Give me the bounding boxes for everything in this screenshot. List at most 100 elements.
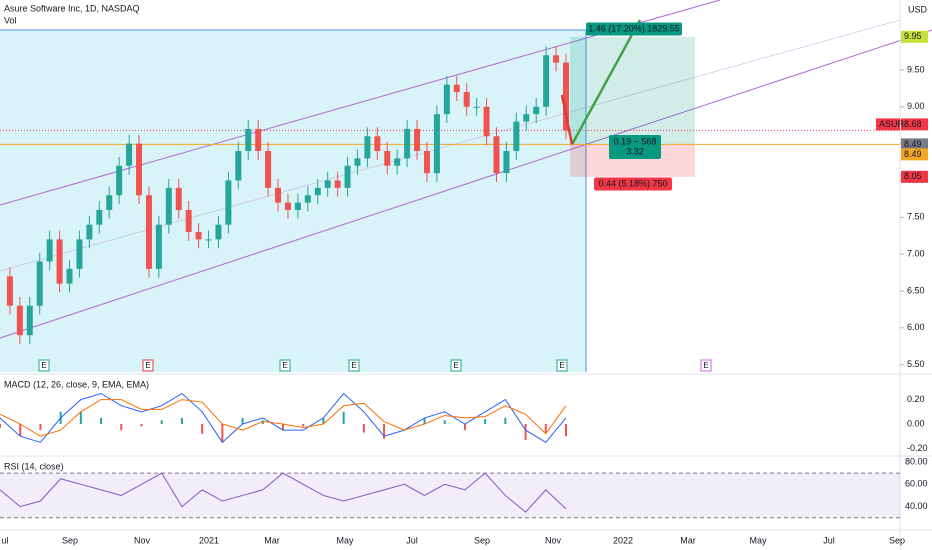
range-highlight: [0, 30, 586, 372]
macd-histogram: [221, 424, 224, 443]
macd-histogram: [0, 424, 1, 428]
earnings-box: [142, 359, 154, 372]
price-label: 8.49: [904, 149, 922, 159]
earnings-marker: E: [145, 361, 150, 370]
y-tick-label: 9.50: [907, 64, 925, 74]
price-label-bg: [901, 148, 928, 161]
macd-histogram: [160, 420, 163, 425]
candle-body: [533, 106, 540, 115]
candle-body: [414, 128, 421, 152]
macd-histogram: [524, 424, 527, 440]
time-label: Nov: [545, 535, 562, 545]
candle-body: [563, 62, 569, 131]
candle-body: [215, 224, 222, 240]
candle-body: [205, 239, 212, 241]
candle-body: [155, 224, 162, 269]
time-label: Nov: [134, 535, 151, 545]
time-label: Mar: [264, 535, 280, 545]
target-label-bg: [586, 22, 682, 36]
price-label-bg: [901, 118, 928, 131]
currency: USD: [908, 4, 928, 14]
candle-body: [394, 158, 401, 166]
earnings-marker: E: [453, 361, 458, 370]
candle-body: [314, 187, 321, 196]
candle-body: [265, 151, 272, 188]
price-label: 9.95: [904, 31, 922, 41]
candle-body: [106, 195, 113, 210]
macd-histogram: [443, 420, 446, 425]
macd-histogram: [140, 424, 143, 427]
y-tick-label: 6.00: [907, 322, 925, 332]
earnings-box: [279, 359, 291, 372]
candle-body: [294, 202, 301, 210]
macd-title: MACD (12, 26, close, 9, EMA, EMA): [4, 379, 149, 389]
macd-histogram: [565, 424, 567, 437]
ratio-bg: [609, 135, 661, 159]
candle-body: [245, 128, 252, 152]
macd-histogram: [39, 424, 42, 431]
candle-body: [76, 239, 83, 269]
time-label: Sep: [474, 535, 490, 545]
price-label: 8.68: [904, 119, 922, 129]
target-zone: [570, 36, 695, 145]
macd-histogram: [100, 417, 103, 425]
macd-histogram: [544, 424, 547, 433]
macd-histogram: [362, 424, 365, 433]
volume-label: Vol: [4, 15, 17, 25]
macd-tick-label: 0.00: [907, 418, 925, 428]
rsi-tick-label: 40.00: [905, 501, 928, 511]
candle-body: [235, 151, 242, 181]
price-label: 8.05: [904, 171, 922, 181]
time-label: Mar: [680, 535, 696, 545]
candle-body: [145, 195, 152, 269]
arrow-target: [570, 19, 642, 145]
earnings-box: [700, 359, 712, 372]
candle-body: [195, 232, 202, 240]
rsi-tick-label: 60.00: [905, 479, 928, 489]
ratio-value: 3.32: [626, 146, 644, 156]
candle-body: [66, 268, 73, 284]
macd-histogram: [302, 424, 305, 427]
chart-title: Asure Software Inc, 1D, NASDAQ: [4, 3, 140, 13]
candle-body: [225, 180, 232, 225]
stop-label-bg: [594, 177, 672, 191]
candle-body: [513, 121, 520, 152]
candle-body: [86, 224, 93, 240]
macd-histogram: [79, 411, 82, 425]
symbol-label: ASUR: [879, 119, 905, 129]
candle-body: [543, 55, 550, 107]
earnings-marker: E: [703, 361, 708, 370]
candle-body: [493, 136, 500, 174]
candle-body: [483, 106, 490, 137]
candle-body: [443, 84, 450, 115]
ratio-label: 0.19 ~ 568: [614, 136, 657, 146]
macd-histogram: [120, 424, 123, 431]
earnings-box: [348, 359, 360, 372]
candle-body: [26, 305, 33, 336]
macd-histogram: [342, 411, 345, 425]
earnings-box: [556, 359, 568, 372]
rsi-title: RSI (14, close): [4, 461, 64, 471]
candle-body: [334, 180, 341, 188]
y-tick-label: 7.50: [907, 212, 925, 222]
macd-histogram: [383, 424, 386, 439]
price-label-bg: [901, 138, 928, 151]
price-label-bg: [901, 30, 928, 43]
candle-body: [433, 114, 440, 174]
macd-histogram: [463, 424, 466, 431]
earnings-box: [38, 359, 50, 372]
macd-histogram: [241, 417, 244, 425]
candle-body: [165, 187, 172, 225]
channel-lower: [0, 29, 932, 339]
candle-body: [453, 84, 460, 93]
candle-body: [374, 136, 381, 152]
candle-body: [304, 195, 311, 203]
candle-body: [56, 239, 63, 284]
arrow-drop: [560, 94, 574, 145]
candle-body: [354, 158, 361, 166]
candle-body: [473, 106, 480, 108]
y-tick-label: 5.50: [907, 359, 925, 369]
macd-histogram: [282, 424, 284, 431]
time-label: May: [336, 535, 354, 545]
candle-body: [344, 165, 351, 188]
